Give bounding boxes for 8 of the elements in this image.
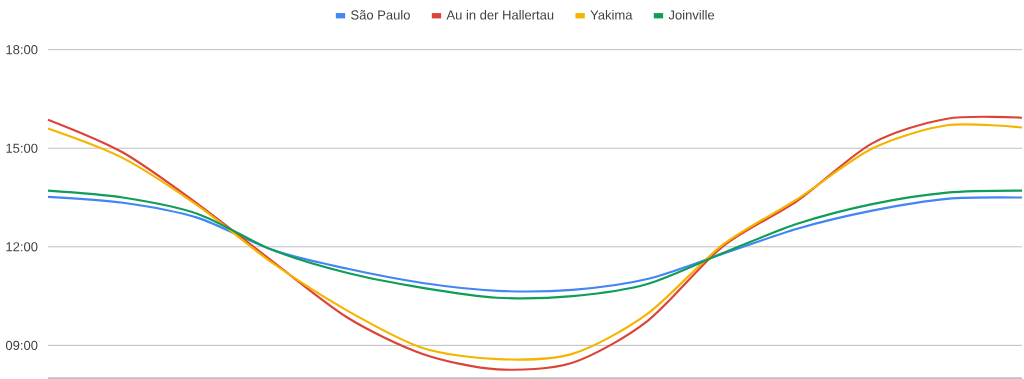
y-tick-label: 18:00 xyxy=(6,45,38,55)
y-tick-label: 09:00 xyxy=(5,340,38,350)
y-tick-label: 15:00 xyxy=(6,143,38,153)
legend-label: Au in der Hallertau xyxy=(446,10,554,20)
y-tick-label: 12:00 xyxy=(6,242,38,252)
legend-label: Yakima xyxy=(590,10,633,20)
legend-label: São Paulo xyxy=(351,10,410,20)
legend-label: Joinville xyxy=(668,10,715,20)
